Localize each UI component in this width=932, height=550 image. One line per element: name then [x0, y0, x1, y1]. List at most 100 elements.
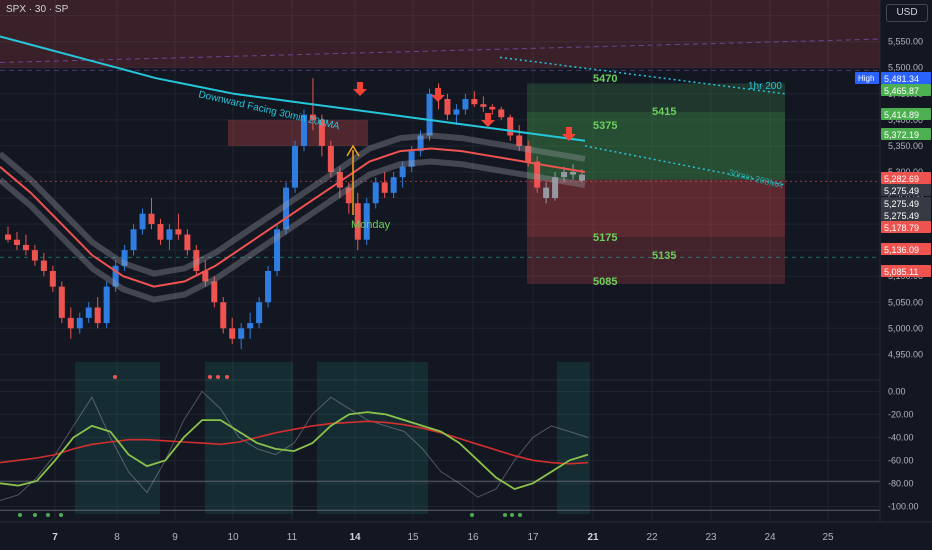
osc-y-tick-label: -80.00 [888, 478, 914, 488]
moving-averages [0, 35, 786, 303]
x-tick-label: 17 [527, 532, 539, 543]
x-tick-label: 11 [287, 532, 298, 543]
candle-body [202, 270, 209, 282]
currency-button[interactable]: USD [886, 4, 928, 22]
gap-zone [228, 119, 368, 146]
price-tag-label: 5,282.69 [884, 174, 919, 184]
candle-body [130, 229, 137, 251]
candle-body [112, 265, 119, 287]
x-tick-label: 23 [705, 532, 717, 543]
candle-body [453, 109, 460, 115]
osc-signal-dot [510, 513, 514, 517]
ma-red-line [0, 147, 586, 288]
red-arrow-icon [431, 88, 445, 102]
candle-body [381, 182, 388, 193]
osc-y-tick-label: 0.00 [888, 386, 906, 396]
osc-signal-dot [46, 513, 50, 517]
candle-body [318, 119, 325, 146]
price-tag-bg [881, 84, 931, 96]
candle-body [229, 328, 236, 339]
osc-signal-dot [33, 513, 37, 517]
hr200-label: 1hr 200 [748, 81, 782, 92]
candle-body [561, 171, 568, 178]
candle-body [480, 104, 487, 107]
price-tag-label: 5,275.49 [884, 199, 919, 209]
level-label: 5415 [652, 106, 676, 118]
candle-body [498, 109, 505, 118]
price-tag-label: 5,178.79 [884, 223, 919, 233]
x-tick-label: 8 [114, 532, 120, 543]
oscillator-panel [0, 362, 880, 517]
candle-body [579, 174, 585, 181]
candle-body [94, 307, 101, 324]
candle-body [58, 286, 65, 318]
candle-body [444, 99, 451, 115]
price-tag-label: 5,275.49 [884, 186, 919, 196]
candle-body [534, 161, 541, 188]
osc-y-tick-label: -60.00 [888, 455, 914, 465]
candle-body [292, 145, 298, 188]
red-arrow-icon [481, 113, 495, 127]
level-label: 5470 [593, 73, 617, 85]
level-label: 5135 [652, 250, 676, 262]
monday-arrow-head [346, 144, 360, 157]
candle-body [300, 114, 307, 146]
candle-body [345, 187, 352, 204]
candle-body [40, 260, 47, 271]
candle-body [103, 286, 110, 324]
high-tag-label: High [858, 74, 874, 83]
x-tick-label: 7 [52, 532, 58, 543]
osc-signal-dot [503, 513, 507, 517]
y-tick-label: 5,050.00 [888, 297, 923, 307]
x-tick-label: 14 [349, 532, 361, 543]
resistance-zone [0, 0, 880, 68]
x-tick-label: 10 [227, 532, 239, 543]
price-tag-label: 5,275.49 [884, 211, 919, 221]
y-tick-label: 5,500.00 [888, 63, 923, 73]
y-tick-label: 4,950.00 [888, 349, 923, 359]
osc-raw-line [0, 390, 589, 501]
osc-y-tick-label: -100.00 [888, 501, 919, 511]
min200-projection [584, 145, 786, 186]
candle-body [175, 229, 182, 235]
price-tag-bg [881, 265, 931, 277]
osc-signal-dot [208, 375, 212, 379]
y-tick-label: 5,300.00 [888, 167, 923, 177]
candle-body [220, 302, 227, 329]
osc-slow-line [0, 420, 589, 465]
candle-body [354, 203, 361, 240]
candle-body [67, 317, 74, 329]
candle-body [157, 224, 164, 240]
x-tick-label: 22 [646, 532, 658, 543]
level-label: 5375 [593, 120, 617, 132]
candle-body [274, 229, 281, 271]
candle-body [256, 302, 263, 324]
level-label: 5175 [593, 232, 617, 244]
candle-body [13, 239, 20, 245]
candle-body [247, 323, 254, 329]
candle-body [22, 244, 29, 251]
osc-signal-dot [470, 513, 474, 517]
candle-body [399, 166, 406, 178]
x-tick-label: 15 [407, 532, 419, 543]
candle-body [516, 135, 523, 146]
candle-body [148, 213, 155, 225]
candle-body [211, 281, 218, 303]
osc-shade [75, 362, 160, 514]
price-tag-bg [881, 209, 931, 221]
candlesticks [5, 78, 585, 350]
price-tag-label: 5,136.09 [884, 245, 919, 255]
osc-signal-dot [113, 375, 117, 379]
candle-body [49, 270, 56, 287]
price-tag-label: 5,465.87 [884, 86, 919, 96]
candle-body [193, 250, 200, 271]
x-tick-label: 9 [172, 532, 178, 543]
candle-body [507, 117, 514, 136]
candle-body [327, 145, 334, 172]
osc-signal-dot [18, 513, 22, 517]
price-tag-bg [881, 172, 931, 184]
price-tag-label: 5,481.34 [884, 74, 919, 84]
candle-body [417, 135, 424, 152]
candle-body [309, 114, 316, 120]
